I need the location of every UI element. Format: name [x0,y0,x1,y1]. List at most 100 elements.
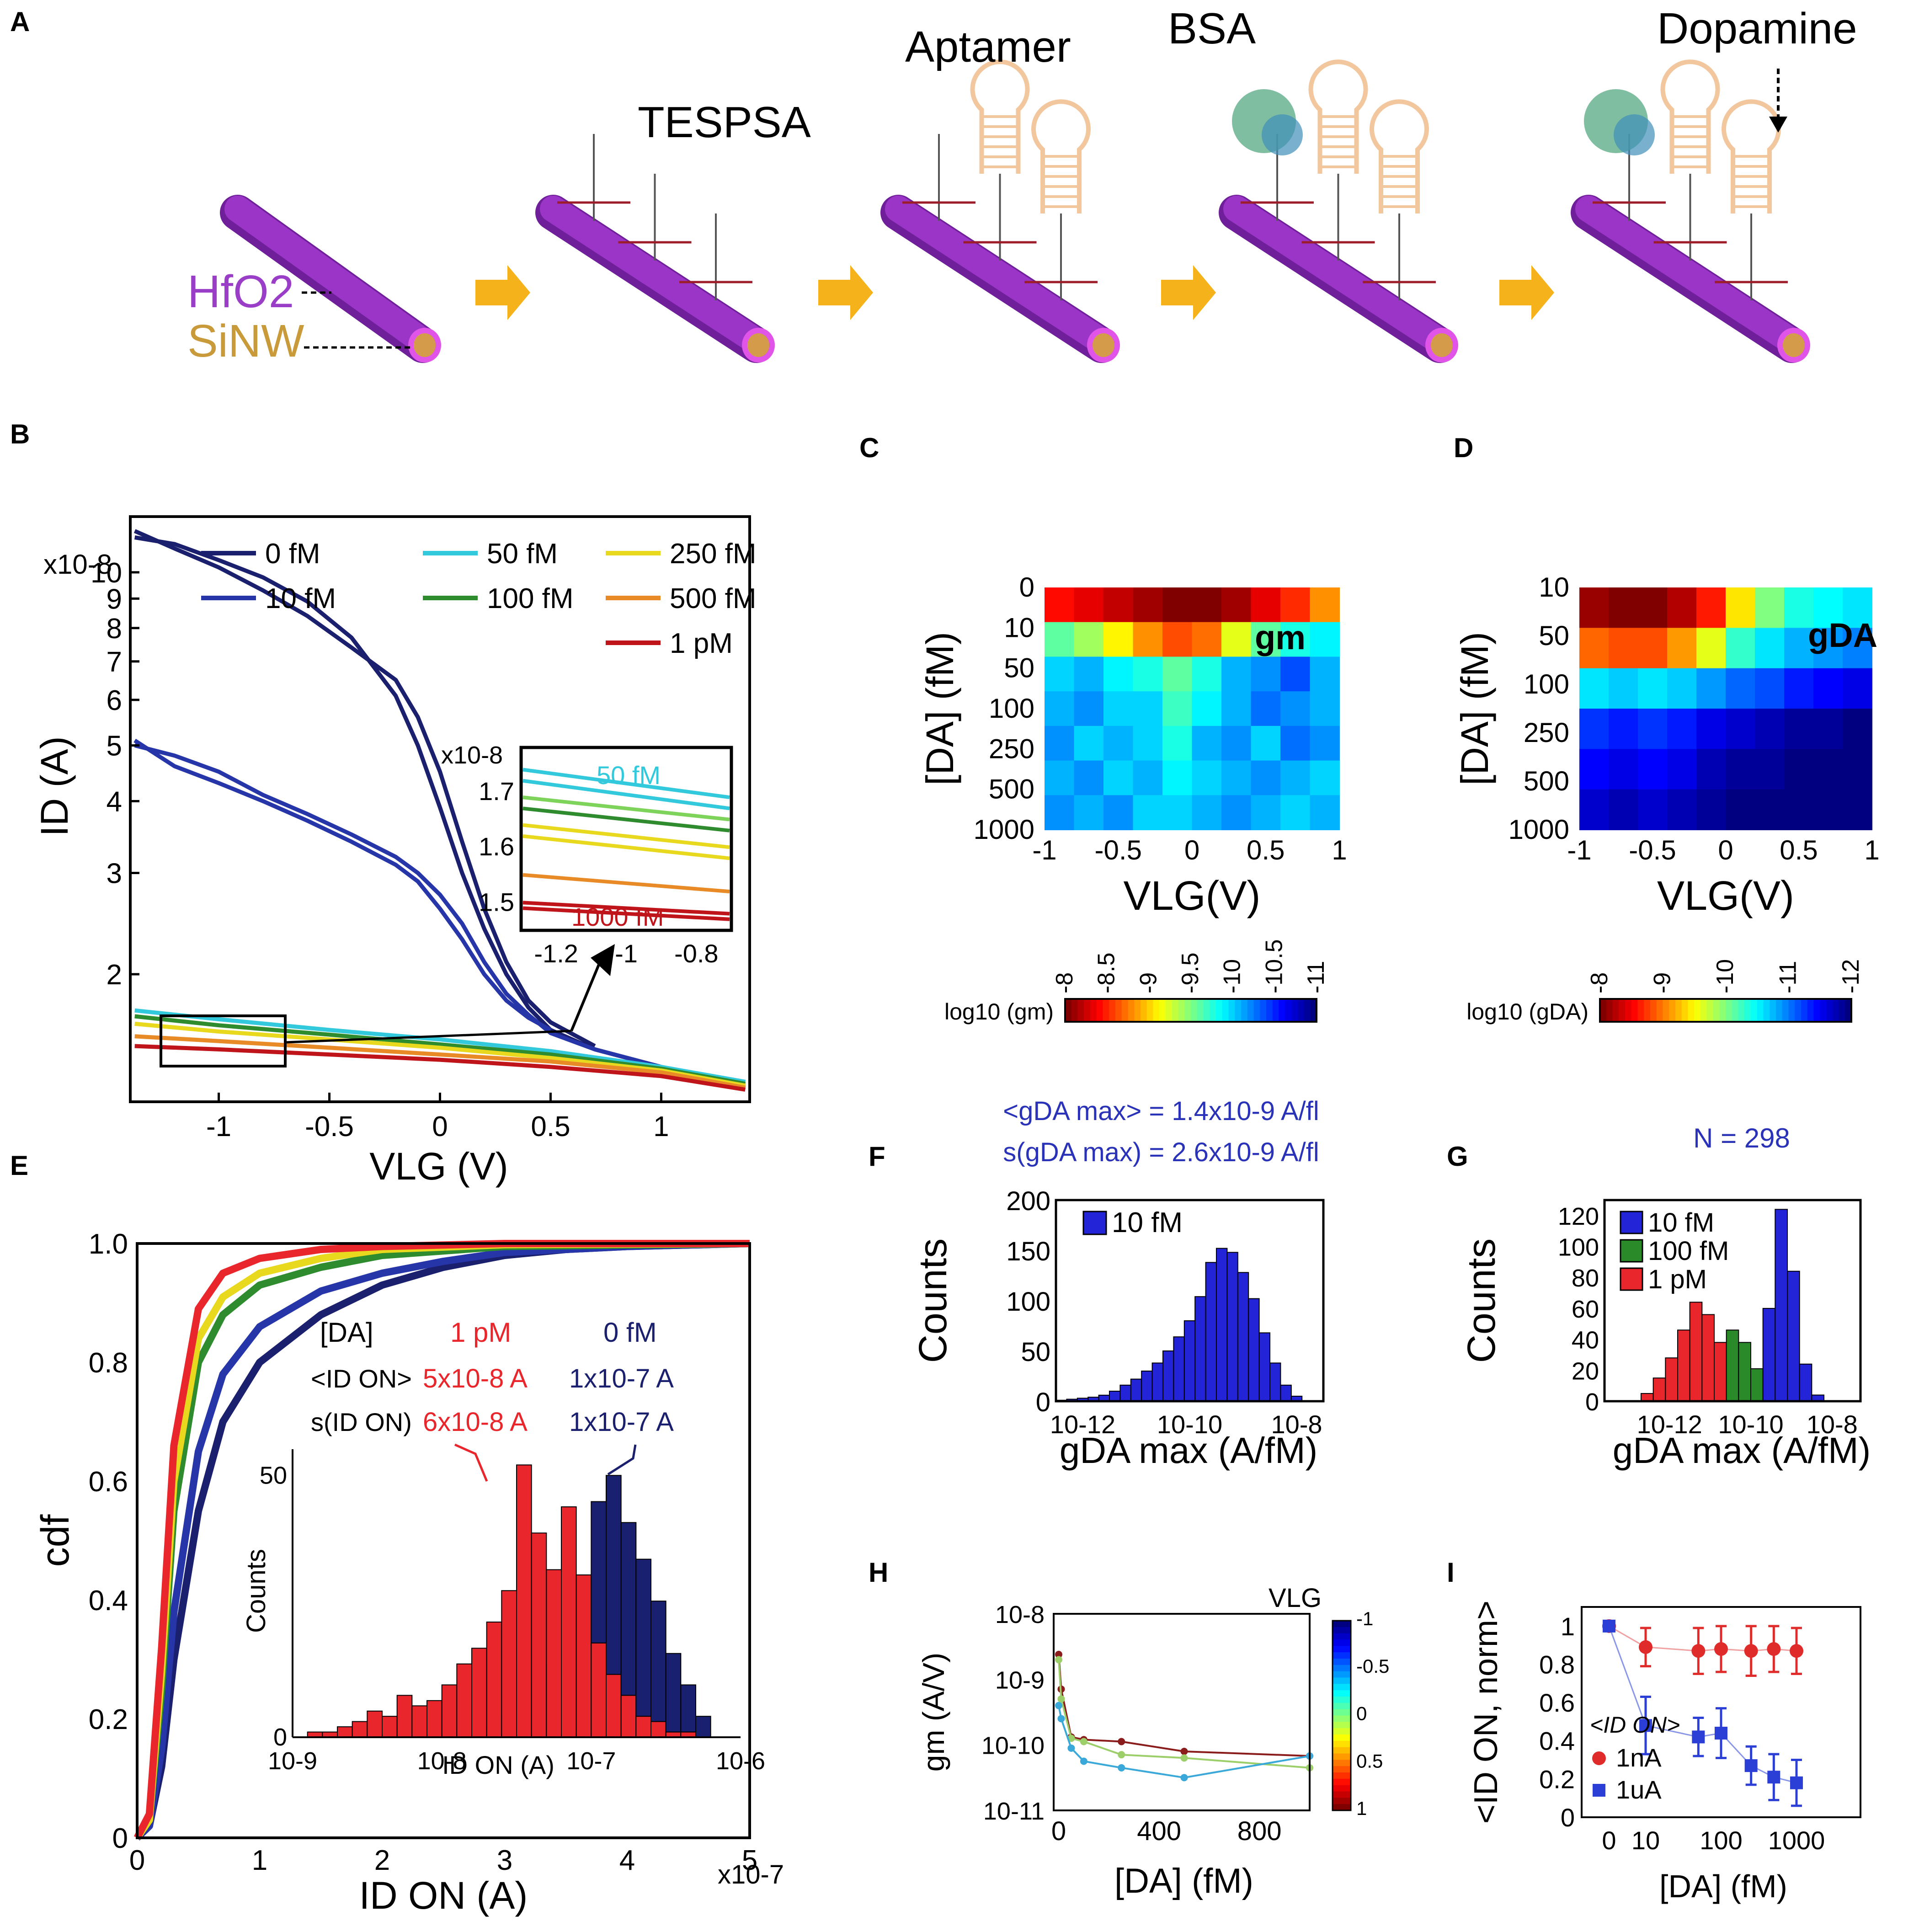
legend-label: 1nA [1616,1743,1662,1772]
colorbar-segment [1738,999,1745,1022]
inset-curve-5 [522,834,730,860]
colorbar-tick-label: 1 [1356,1798,1367,1819]
colorbar-segment [1216,999,1223,1022]
histogram-bar [1248,1298,1260,1402]
histogram-bar-0 [1665,1357,1678,1402]
y-tick-label: 6 [107,685,122,716]
x-tick-label: 0.5 [531,1111,570,1142]
colorbar-segment [1090,999,1097,1022]
histogram-bar-1 [1738,1342,1751,1402]
colorbar-segment [1279,999,1286,1022]
aptamer-hairpin [1660,59,1720,174]
histogram-bar-0 [1689,1302,1703,1402]
colorbar-segment [1141,999,1147,1022]
colorbar-tick-label: -11 [1303,961,1329,993]
legend-label: 1 pM [1648,1265,1707,1294]
y-axis-label: Counts [1460,1238,1503,1363]
heatmap-cell [1667,749,1697,790]
legend-label: 100 fM [1648,1236,1729,1266]
sinw-label: SiNW [187,315,304,367]
colorbar-segment [1191,999,1198,1022]
colorbar-segment [1333,1665,1351,1672]
curve-7 [134,1034,746,1090]
heatmap-cell [1579,709,1609,750]
heatmap-cell [1755,789,1785,830]
heatmap-cell [1726,587,1755,629]
inset-x-tick-label: 10-9 [268,1747,317,1775]
colorbar-frame [1599,998,1852,1023]
aptamer-label: Aptamer [905,22,1071,71]
marker-1na [1639,1640,1652,1654]
inset-bar-0fm [635,1558,652,1738]
y-tick-label: 200 [1006,1186,1050,1216]
heatmap-cell [1813,587,1843,629]
histogram-bar-2 [1775,1209,1788,1402]
y-tick-label: 60 [1572,1296,1599,1323]
heatmap-cell [1310,587,1340,623]
gm-point [1057,1695,1065,1703]
colorbar-segment [1650,999,1657,1022]
inset-curve-8 [522,906,730,921]
inset-bar-1pm [576,1574,592,1738]
heatmap-cell [1045,656,1075,692]
x-tick-label: 0 [1051,1816,1066,1846]
colorbar-segment [1845,999,1852,1022]
colorbar-segment [1333,1785,1351,1792]
aptamer-hairpin [970,59,1030,174]
marker-1na [1744,1644,1758,1658]
x-tick-label: 1 [1864,835,1879,865]
histogram-bar-1 [1750,1368,1764,1402]
marker-1ua [1744,1759,1758,1772]
heatmap-cell [1162,795,1193,830]
y-tick-label: 10 [91,557,122,589]
colorbar-segment [1115,999,1122,1022]
heatmap-cell [1310,726,1340,761]
inset-bar-1pm [456,1663,472,1738]
y-tick-label: 1.0 [89,1228,128,1260]
heatmap-cell [1133,656,1163,692]
x-tick-label: 0 [129,1845,145,1876]
colorbar-segment [1203,999,1210,1022]
heatmap-cell [1045,622,1075,657]
heatmap-cell [1755,668,1785,709]
legend-swatch [1082,1211,1107,1235]
heatmap-cell [1813,709,1843,750]
heatmap-cell [1045,760,1075,796]
inset-curve-7 [522,901,730,916]
heatmap-cell [1162,691,1193,726]
histogram-bar [1109,1391,1121,1402]
heatmap-cell [1251,691,1281,726]
y-tick-label: 100 [1006,1287,1050,1317]
x-tick-label: 400 [1137,1816,1181,1846]
heatmap-cell [1726,668,1755,709]
stats-header-da: [DA] [320,1317,373,1348]
inset-bar-1pm [426,1700,442,1738]
colorbar-segment [1663,999,1670,1022]
colorbar-segment [1706,999,1714,1022]
stats-row-label: s(ID ON) [311,1408,412,1436]
colorbar-segment [1077,999,1085,1022]
heatmap-cell [1221,795,1252,830]
heatmap-cell [1103,726,1134,761]
heatmap-cell [1755,628,1785,669]
inset-bar-1pm [561,1506,577,1738]
heatmap-cell [1133,622,1163,657]
heatmap-cell [1251,760,1281,796]
bsa-protein-lobe [1614,114,1655,155]
inset-x-tick-label: -1.2 [534,939,578,968]
colorbar-segment [1333,1791,1351,1799]
heatmap-cell [1638,749,1668,790]
cdf-curve-1 [134,1240,750,1841]
colorbar-segment [1776,999,1783,1022]
colorbar-segment [1807,999,1814,1022]
legend-swatch [1620,1239,1643,1263]
heatmap-cell [1280,656,1311,692]
colorbar-label: log10 (gDA) [1466,999,1589,1025]
y-tick-label: 0 [1585,1388,1599,1416]
colorbar-segment [1333,1684,1351,1691]
colorbar-segment [1333,1740,1351,1748]
y-tick-label: 250 [989,733,1034,764]
x-tick-label: -1 [206,1111,231,1142]
heatmap-cell [1579,789,1609,830]
marker-1ua [1603,1619,1615,1633]
